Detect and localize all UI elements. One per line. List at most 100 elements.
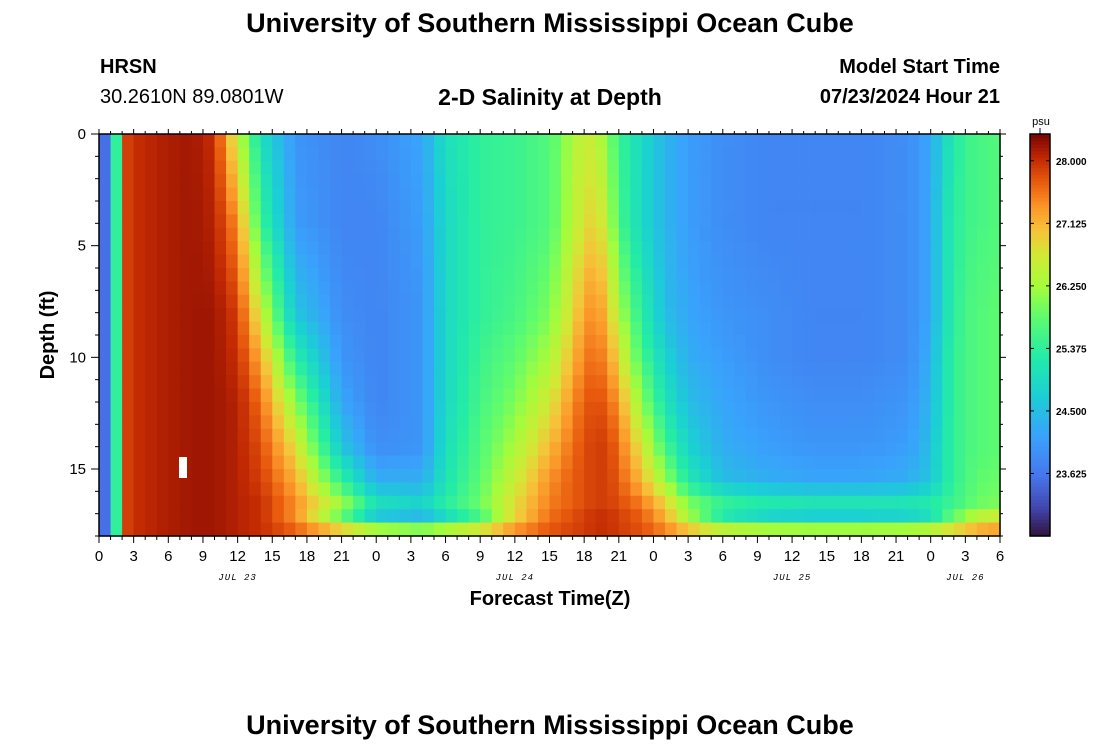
heatmap-cell <box>503 495 516 510</box>
heatmap-cell <box>353 348 366 363</box>
heatmap-cell <box>803 308 816 323</box>
heatmap-cell <box>953 415 966 430</box>
heatmap-cell <box>387 241 400 256</box>
heatmap-cell <box>179 482 193 497</box>
heatmap-cell <box>433 187 447 202</box>
heatmap-cell <box>133 268 146 282</box>
heatmap-cell <box>260 415 273 430</box>
heatmap-cell <box>353 469 366 483</box>
heatmap-cell <box>445 482 458 497</box>
heatmap-cell <box>537 201 551 215</box>
heatmap-cell <box>526 335 539 349</box>
heatmap-cell <box>480 201 493 215</box>
heatmap-cell <box>179 321 193 336</box>
heatmap-cell <box>976 187 990 202</box>
heatmap-cell <box>526 469 539 483</box>
heatmap-cell <box>306 160 320 175</box>
heatmap-cell <box>191 294 204 309</box>
heatmap-cell <box>295 254 308 269</box>
heatmap-cell <box>584 522 597 537</box>
heatmap-cell <box>353 187 366 202</box>
colorbar-segment <box>1030 525 1050 530</box>
heatmap-cell <box>387 428 400 443</box>
colorbar-segment <box>1030 452 1050 457</box>
heatmap-cell <box>445 227 458 242</box>
heatmap-cell <box>849 308 862 323</box>
heatmap-cell <box>976 495 990 510</box>
heatmap-cell <box>514 415 527 430</box>
heatmap-cell <box>387 442 400 457</box>
heatmap-cell <box>584 321 597 336</box>
heatmap-cell <box>688 147 701 162</box>
heatmap-cell <box>202 388 216 403</box>
heatmap-cell <box>387 455 400 470</box>
heatmap-cell <box>283 294 296 309</box>
heatmap-cell <box>468 281 481 296</box>
heatmap-cell <box>641 308 655 323</box>
heatmap-cell <box>595 308 608 323</box>
heatmap-cell <box>364 335 377 349</box>
heatmap-cell <box>168 321 181 336</box>
heatmap-cell <box>237 495 250 510</box>
heatmap-cell <box>156 495 169 510</box>
heatmap-cell <box>387 348 400 363</box>
heatmap-cell <box>803 495 816 510</box>
heatmap-cell <box>976 455 990 470</box>
heatmap-cell <box>353 281 366 296</box>
heatmap-cell <box>780 428 793 443</box>
heatmap-cell <box>422 388 435 403</box>
heatmap-cell <box>676 482 689 497</box>
heatmap-cell <box>711 522 724 537</box>
heatmap-cell <box>572 415 585 430</box>
heatmap-cell <box>433 482 447 497</box>
heatmap-cell <box>861 348 874 363</box>
heatmap-cell <box>133 241 146 256</box>
heatmap-cell <box>665 388 678 403</box>
heatmap-cell <box>249 509 262 524</box>
heatmap-cell <box>237 227 250 242</box>
heatmap-cell <box>653 134 666 148</box>
heatmap-cell <box>699 160 712 175</box>
colorbar-segment <box>1030 418 1050 423</box>
heatmap-cell <box>330 482 343 497</box>
heatmap-cell <box>722 281 735 296</box>
heatmap-cell <box>792 482 805 497</box>
heatmap-cell <box>295 134 308 148</box>
heatmap-cell <box>630 348 643 363</box>
heatmap-cell <box>884 415 897 430</box>
colorbar-segment <box>1030 147 1050 152</box>
heatmap-cell <box>561 160 574 175</box>
heatmap-cell <box>145 495 158 510</box>
heatmap-cell <box>376 214 389 229</box>
heatmap-cell <box>433 134 447 148</box>
heatmap-cell <box>561 268 574 282</box>
heatmap-cell <box>237 455 250 470</box>
heatmap-cell <box>133 442 146 457</box>
heatmap-cell <box>468 375 481 390</box>
heatmap-cell <box>526 187 539 202</box>
heatmap-cell <box>607 201 620 215</box>
colorbar-segment <box>1030 428 1050 433</box>
heatmap-cell <box>179 201 193 215</box>
heatmap-cell <box>457 160 470 175</box>
heatmap-cell <box>491 469 504 483</box>
heatmap-cell <box>907 134 920 148</box>
heatmap-cell <box>930 361 943 376</box>
heatmap-cell <box>607 402 620 416</box>
heatmap-cell <box>930 308 943 323</box>
heatmap-cell <box>584 375 597 390</box>
heatmap-cell <box>122 495 135 510</box>
heatmap-cell <box>630 388 643 403</box>
heatmap-cell <box>653 281 666 296</box>
heatmap-cell <box>202 469 216 483</box>
heatmap-cell <box>953 134 966 148</box>
heatmap-cell <box>156 375 169 390</box>
heatmap-cell <box>942 428 955 443</box>
heatmap-cell <box>318 254 331 269</box>
heatmap-cell <box>433 428 447 443</box>
heatmap-cell <box>156 469 169 483</box>
heatmap-cell <box>249 455 262 470</box>
heatmap-cell <box>433 442 447 457</box>
heatmap-cell <box>676 160 689 175</box>
